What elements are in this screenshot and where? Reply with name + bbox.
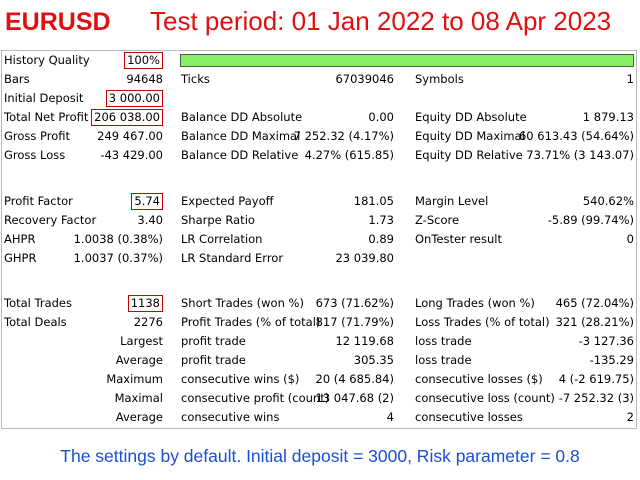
value2-rows2-2: 0.89 — [368, 232, 394, 246]
value3-rows1-1 — [514, 89, 634, 108]
value-rows3-2: Largest — [120, 334, 163, 348]
value-rows2-2: 1.0038 (0.38%) — [73, 232, 163, 246]
value2-rows2-0: 181.05 — [353, 194, 394, 208]
value-rows2-3: 1.0037 (0.37%) — [73, 251, 163, 265]
label-rows1-3: Gross Profit — [4, 129, 71, 143]
label2-rows1-0: Ticks — [181, 72, 210, 86]
title-bar: EURUSD Test period: 01 Jan 2022 to 08 Ap… — [0, 0, 640, 50]
label-rows2-3: GHPR — [4, 251, 37, 265]
footer-note: The settings by default. Initial deposit… — [60, 446, 580, 466]
label-rows3-1: Total Deals — [4, 315, 67, 329]
value-rows1-4: -43 429.00 — [100, 148, 163, 162]
value-rows1-2: 206 038.00 — [53, 108, 163, 127]
value-rows1-3: 249 467.00 — [97, 129, 163, 143]
label3-rows3-2: loss trade — [415, 334, 472, 348]
value3-rows2-3 — [514, 249, 634, 268]
value-rows3-1: 2276 — [133, 315, 163, 329]
value2-rows3-3: 305.35 — [353, 353, 394, 367]
value-rows1-0: 94648 — [126, 72, 163, 86]
label3-rows1-3: Equity DD Maximal — [415, 129, 525, 143]
value-rows1-1: 3 000.00 — [53, 89, 163, 108]
value3-rows2-2: 0 — [626, 232, 634, 246]
value-rows2-1: 3.40 — [137, 213, 163, 227]
value3-rows3-6: 2 — [626, 410, 634, 424]
label3-rows3-4: consecutive losses ($) — [415, 372, 543, 386]
value2-rows2-1: 1.73 — [368, 213, 394, 227]
label-rows2-0: Profit Factor — [4, 194, 73, 208]
value-rows3-0: 1138 — [53, 294, 163, 313]
label3-rows3-3: loss trade — [415, 353, 472, 367]
label-rows1-1: Initial Deposit — [4, 91, 84, 105]
value-rows3-3: Average — [115, 353, 163, 367]
value2-rows3-4: 20 (4 685.84) — [315, 372, 394, 386]
value2-rows3-2: 12 119.68 — [335, 334, 394, 348]
value3-rows2-1: -5.89 (99.74%) — [547, 213, 634, 227]
report-table — [1, 50, 637, 429]
label2-rows3-3: profit trade — [181, 353, 246, 367]
label2-rows3-1: Profit Trades (% of total) — [181, 315, 321, 329]
label3-rows3-0: Long Trades (won %) — [415, 296, 535, 310]
value2-rows1-3: 7 252.32 (4.17%) — [293, 129, 394, 143]
label-rows1-0: Bars — [4, 72, 30, 86]
value3-rows3-2: -3 127.36 — [578, 334, 634, 348]
value-rows3-5: Maximal — [114, 391, 163, 405]
value2-rows1-2: 0.00 — [368, 110, 394, 124]
value2-rows3-5: 13 047.68 (2) — [315, 391, 394, 405]
value3-rows2-0: 540.62% — [582, 194, 634, 208]
value3-rows3-5: -7 252.32 (3) — [558, 391, 634, 405]
label-rows1-4: Gross Loss — [4, 148, 66, 162]
label3-rows1-0: Symbols — [415, 72, 464, 86]
label2-rows1-4: Balance DD Relative — [181, 148, 299, 162]
label-rows2-1: Recovery Factor — [4, 213, 97, 227]
label2-rows3-4: consecutive wins ($) — [181, 372, 300, 386]
value2-rows3-6: 4 — [386, 410, 394, 424]
label2-rows3-2: profit trade — [181, 334, 246, 348]
label3-rows1-4: Equity DD Relative — [415, 148, 523, 162]
label-rows3-0: Total Trades — [4, 296, 72, 310]
label2-rows3-5: consecutive profit (count) — [181, 391, 330, 405]
label3-rows2-1: Z-Score — [415, 213, 460, 227]
value3-rows1-3: 60 613.43 (54.64%) — [518, 129, 634, 143]
label-rows1-2: Total Net Profit — [4, 110, 89, 124]
label3-rows3-6: consecutive losses — [415, 410, 523, 424]
value3-rows3-4: 4 (-2 619.75) — [558, 372, 634, 386]
test-period-title: Test period: 01 Jan 2022 to 08 Apr 2023 — [150, 6, 612, 36]
label2-rows2-3: LR Standard Error — [181, 251, 284, 265]
value2-rows3-1: 817 (71.79%) — [315, 315, 394, 329]
history-quality-bar — [180, 54, 634, 67]
value-rows3-4: Maximum — [106, 372, 163, 386]
label3-rows2-0: Margin Level — [415, 194, 489, 208]
history-quality-label: History Quality — [4, 53, 90, 67]
label2-rows3-0: Short Trades (won %) — [181, 296, 304, 310]
value3-rows1-2: 1 879.13 — [582, 110, 634, 124]
label2-rows3-6: consecutive wins — [181, 410, 280, 424]
label-rows2-2: AHPR — [4, 232, 36, 246]
label3-rows2-2: OnTester result — [415, 232, 502, 246]
value-rows2-0: 5.74 — [53, 192, 163, 211]
value2-rows1-1 — [274, 89, 394, 108]
value2-rows2-3: 23 039.80 — [335, 251, 394, 265]
value2-rows1-0: 67039046 — [335, 72, 394, 86]
label2-rows1-3: Balance DD Maximal — [181, 129, 301, 143]
value3-rows3-1: 321 (28.21%) — [555, 315, 634, 329]
value2-rows1-4: 4.27% (615.85) — [304, 148, 394, 162]
history-quality-value: 100% — [103, 51, 163, 70]
label2-rows2-1: Sharpe Ratio — [181, 213, 255, 227]
label2-rows2-2: LR Correlation — [181, 232, 263, 246]
value3-rows1-4: 73.71% (3 143.07) — [526, 148, 634, 162]
label3-rows1-2: Equity DD Absolute — [415, 110, 527, 124]
label2-rows1-2: Balance DD Absolute — [181, 110, 303, 124]
symbol-title: EURUSD — [5, 8, 111, 36]
label3-rows3-5: consecutive loss (count) — [415, 391, 555, 405]
value-rows3-6: Average — [115, 410, 163, 424]
label2-rows2-0: Expected Payoff — [181, 194, 274, 208]
value2-rows3-0: 673 (71.62%) — [315, 296, 394, 310]
value3-rows3-0: 465 (72.04%) — [555, 296, 634, 310]
label3-rows3-1: Loss Trades (% of total) — [415, 315, 550, 329]
value3-rows3-3: -135.29 — [589, 353, 634, 367]
value3-rows1-0: 1 — [626, 72, 634, 86]
